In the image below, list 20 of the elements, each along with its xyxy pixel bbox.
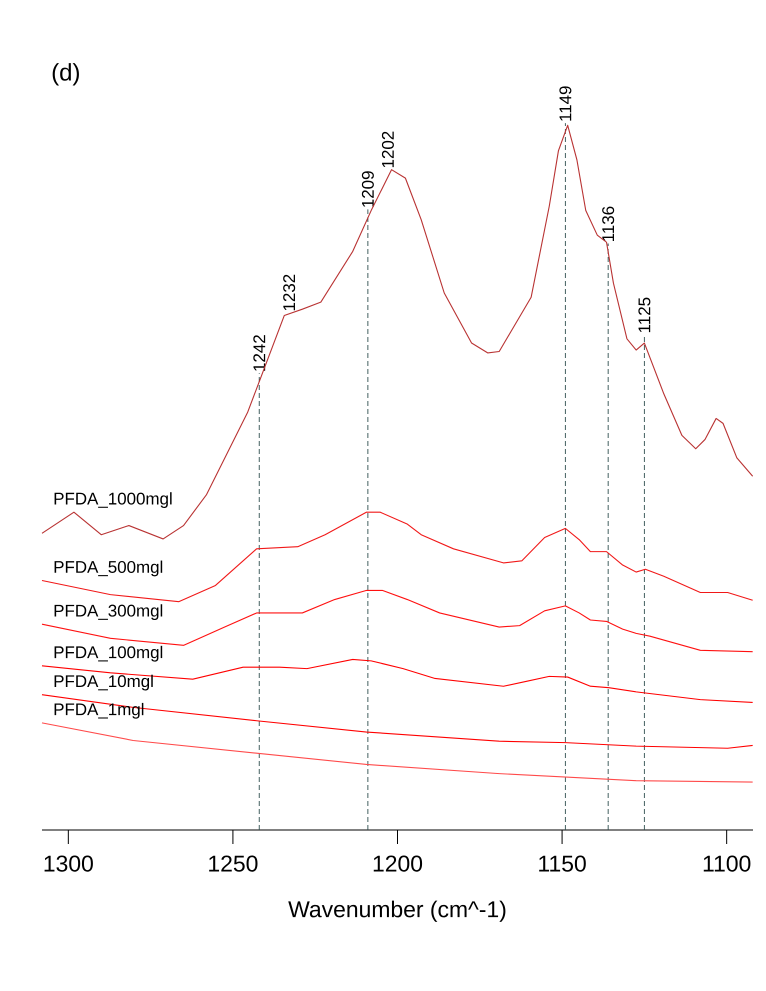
annotation: 1232 — [283, 274, 296, 310]
x-tick-label: 1200 — [374, 856, 422, 872]
ref-line-label: 1136 — [602, 206, 614, 242]
x-axis-title: Wavenumber (cm^-1) — [288, 900, 506, 922]
series-label: PFDA_100mgl — [54, 646, 162, 662]
ref-line-label: 1209 — [362, 171, 374, 207]
x-tick-label: 1300 — [44, 856, 93, 872]
x-tick-label: 1150 — [539, 856, 586, 872]
ref-line-label: 1149 — [559, 86, 572, 121]
series-label: PFDA_1mgl — [54, 702, 144, 719]
ref-line-label: 1125 — [638, 298, 650, 332]
ref-line-label: 1242 — [253, 335, 266, 371]
series-label: PFDA_300mgl — [54, 604, 162, 620]
series-label: PFDA_1000mgl — [54, 492, 172, 508]
series-label: PFDA_10mgl — [54, 674, 153, 690]
x-tick-label: 1100 — [704, 856, 750, 872]
series-label: PFDA_500mgl — [54, 560, 162, 576]
x-tick-label: 1250 — [209, 856, 258, 872]
annotation: 1202 — [382, 132, 394, 168]
chart-title: (d) — [52, 63, 79, 86]
